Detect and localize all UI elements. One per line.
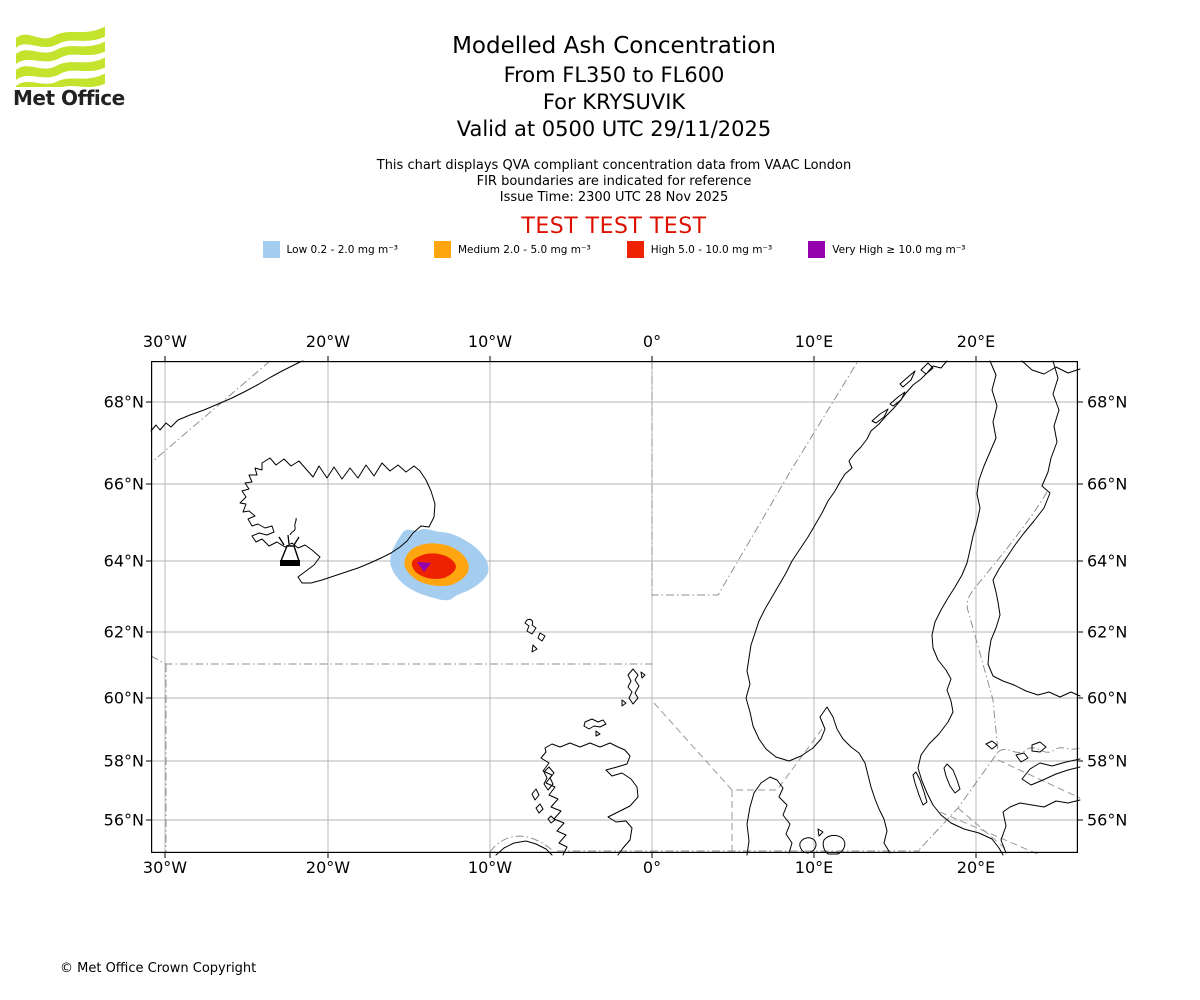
logo-waves bbox=[16, 26, 105, 87]
coastline-scotland bbox=[540, 742, 639, 856]
x-tick-label-bottom: 0° bbox=[642, 858, 662, 877]
x-tick-label-top: 20°W bbox=[305, 332, 351, 351]
legend-item-low: Low 0.2 - 2.0 mg m⁻³ bbox=[262, 241, 398, 258]
x-tick-label-top: 0° bbox=[642, 332, 662, 351]
legend: Low 0.2 - 2.0 mg m⁻³ Medium 2.0 - 5.0 mg… bbox=[28, 241, 1200, 258]
graticule bbox=[151, 361, 1078, 853]
y-tick-label-left: 58°N bbox=[103, 751, 144, 771]
legend-item-very-high: Very High ≥ 10.0 mg m⁻³ bbox=[808, 241, 965, 258]
fir-west bbox=[150, 655, 652, 853]
coastline-faroe-islands bbox=[524, 618, 546, 653]
y-tick-label-right: 56°N bbox=[1087, 810, 1128, 830]
coastline-iceland bbox=[239, 457, 436, 584]
axis-ticks bbox=[146, 356, 1083, 858]
subtitle-valid-time: Valid at 0500 UTC 29/11/2025 bbox=[456, 117, 772, 141]
coastline-sweden-bothnia-west bbox=[917, 360, 1004, 856]
test-banner: TEST TEST TEST bbox=[521, 214, 707, 239]
ash-contour-very-high bbox=[417, 562, 431, 572]
legend-label-very-high: Very High ≥ 10.0 mg m⁻³ bbox=[832, 243, 966, 256]
page-title: Modelled Ash Concentration bbox=[452, 33, 776, 59]
legend-label-medium: Medium 2.0 - 5.0 mg m⁻³ bbox=[457, 243, 591, 256]
coastline-norway bbox=[745, 360, 948, 854]
volcano-icon bbox=[278, 517, 300, 566]
y-tick-label-left: 60°N bbox=[103, 688, 144, 708]
x-tick-label-bottom: 10°W bbox=[467, 858, 513, 877]
coastline-ireland bbox=[495, 840, 553, 856]
note-fir: FIR boundaries are indicated for referen… bbox=[476, 174, 752, 189]
copyright-notice: © Met Office Crown Copyright bbox=[60, 961, 257, 976]
fir-greenland bbox=[151, 360, 271, 463]
y-tick-label-right: 58°N bbox=[1087, 751, 1128, 771]
x-tick-label-bottom: 10°E bbox=[794, 858, 834, 877]
coastline-danish-islands bbox=[799, 828, 846, 855]
y-tick-label-left: 64°N bbox=[103, 551, 144, 571]
y-tick-label-right: 66°N bbox=[1087, 474, 1128, 494]
ash-plume bbox=[390, 529, 489, 601]
x-tick-label-bottom: 20°W bbox=[305, 858, 351, 877]
y-tick-label-left: 62°N bbox=[103, 622, 144, 642]
x-tick-label-top: 10°W bbox=[467, 332, 513, 351]
fir-baltic bbox=[917, 491, 1048, 852]
map bbox=[146, 356, 1083, 858]
coastlines bbox=[150, 360, 1081, 856]
coastline-finland-bothnia-east bbox=[987, 360, 1081, 698]
x-tick-label-top: 30°W bbox=[142, 332, 188, 351]
coastline-greenland bbox=[150, 360, 304, 432]
note-issue-time: Issue Time: 2300 UTC 28 Nov 2025 bbox=[499, 190, 729, 205]
y-tick-label-right: 62°N bbox=[1087, 622, 1128, 642]
fir-zero-meridian bbox=[651, 360, 859, 596]
y-tick-label-left: 68°N bbox=[103, 392, 144, 412]
subtitle-volcano: For KRYSUVIK bbox=[542, 90, 686, 114]
legend-label-high: High 5.0 - 10.0 mg m⁻³ bbox=[650, 243, 773, 256]
subtitle-flight-levels: From FL350 to FL600 bbox=[503, 63, 725, 87]
y-tick-label-left: 66°N bbox=[103, 474, 144, 494]
map-border bbox=[151, 361, 1078, 853]
coastline-baltic-islands bbox=[912, 740, 1047, 806]
page-subtitles: From FL350 to FL600 For KRYSUVIK Valid a… bbox=[28, 62, 1200, 143]
legend-swatch-low-icon bbox=[262, 241, 280, 258]
x-tick-label-bottom: 20°E bbox=[956, 858, 996, 877]
coastline-shetland bbox=[621, 668, 646, 707]
chart-notes: This chart displays QVA compliant concen… bbox=[28, 158, 1200, 206]
x-tick-label-top: 10°E bbox=[794, 332, 834, 351]
y-tick-label-right: 60°N bbox=[1087, 688, 1128, 708]
legend-swatch-medium-icon bbox=[433, 241, 451, 258]
legend-swatch-high-icon bbox=[626, 241, 644, 258]
coastline-lofoten bbox=[871, 362, 934, 424]
fir-ireland-arc bbox=[489, 835, 555, 853]
fir-boundaries bbox=[150, 360, 1081, 856]
met-office-logo-icon bbox=[16, 26, 105, 87]
legend-item-high: High 5.0 - 10.0 mg m⁻³ bbox=[626, 241, 773, 258]
ash-contour-high bbox=[411, 553, 456, 579]
note-qva: This chart displays QVA compliant concen… bbox=[376, 158, 852, 173]
x-tick-label-top: 20°E bbox=[956, 332, 996, 351]
coastline-denmark bbox=[746, 776, 793, 856]
coastline-estonia bbox=[1000, 758, 1081, 854]
met-office-logo-text: Met Office bbox=[13, 86, 125, 110]
coastline-orkney bbox=[583, 718, 607, 737]
fir-baltic-south bbox=[939, 759, 1081, 856]
legend-swatch-very-high-icon bbox=[808, 241, 826, 258]
x-tick-label-bottom: 30°W bbox=[142, 858, 188, 877]
coastline-hebrides bbox=[531, 766, 556, 824]
legend-item-medium: Medium 2.0 - 5.0 mg m⁻³ bbox=[433, 241, 591, 258]
legend-label-low: Low 0.2 - 2.0 mg m⁻³ bbox=[286, 243, 398, 256]
coastline-northeast bbox=[1021, 360, 1081, 375]
fir-north-sea bbox=[653, 702, 823, 851]
y-tick-label-left: 56°N bbox=[103, 810, 144, 830]
y-tick-label-right: 64°N bbox=[1087, 551, 1128, 571]
y-tick-label-right: 68°N bbox=[1087, 392, 1128, 412]
